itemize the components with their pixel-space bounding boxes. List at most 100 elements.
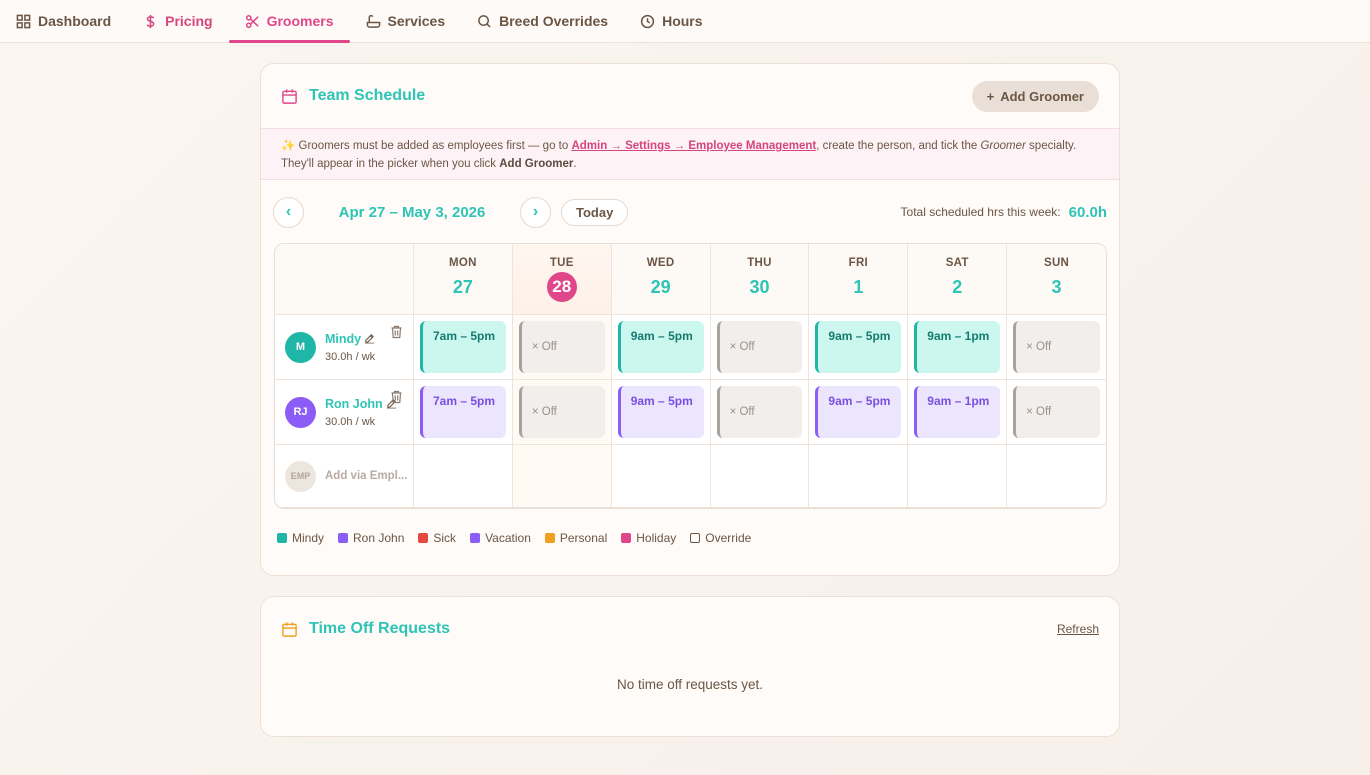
legend-swatch — [418, 533, 429, 543]
tab-services[interactable]: Services — [350, 0, 462, 42]
shift-cell[interactable]: 9am – 5pm — [611, 315, 711, 380]
shift-cell[interactable]: × Off — [512, 380, 612, 445]
prev-week-button[interactable]: ‹ — [273, 196, 304, 228]
off-block[interactable]: × Off — [1013, 386, 1100, 438]
refresh-link[interactable]: Refresh — [1056, 622, 1099, 636]
empty-cell — [611, 445, 711, 508]
shift-block[interactable]: 9am – 1pm — [914, 321, 1001, 373]
tab-label: Services — [387, 13, 446, 29]
shift-cell[interactable]: 9am – 5pm — [809, 315, 909, 380]
plus-icon: + — [986, 88, 995, 104]
legend-item: Sick — [418, 531, 456, 545]
tab-label: Groomers — [266, 13, 334, 29]
shift-cell[interactable]: 9am – 1pm — [908, 380, 1008, 445]
notice-text: Groomers must be added as employees firs… — [295, 140, 572, 152]
empty-cell — [710, 445, 810, 508]
tab-label: Pricing — [165, 13, 213, 29]
trash-icon[interactable] — [390, 390, 403, 404]
day-header: MON 27 — [414, 244, 513, 315]
tab-pricing[interactable]: Pricing — [127, 0, 228, 42]
shift-cell[interactable]: 9am – 5pm — [809, 380, 909, 445]
day-header: FRI 1 — [809, 244, 909, 315]
legend-label: Vacation — [485, 531, 531, 545]
grid-icon — [16, 14, 31, 28]
tab-dashboard[interactable]: Dashboard — [0, 0, 127, 42]
tab-hours[interactable]: Hours — [624, 0, 718, 42]
legend-swatch — [277, 533, 287, 543]
notice-text: . — [573, 158, 577, 170]
day-number: 2 — [952, 277, 963, 297]
shift-block[interactable]: 9am – 5pm — [617, 321, 704, 373]
chevron-right-icon: › — [532, 203, 539, 220]
total-hours-label: Total scheduled hrs this week: — [900, 205, 1061, 219]
empty-cell — [414, 445, 513, 508]
today-button[interactable]: Today — [561, 198, 629, 226]
tab-groomers[interactable]: Groomers — [228, 0, 350, 43]
tab-label: Breed Overrides — [499, 13, 609, 29]
add-groomer-button[interactable]: + Add Groomer — [971, 80, 1099, 112]
day-of-week: WED — [646, 256, 675, 269]
shift-cell[interactable]: × Off — [1007, 380, 1106, 445]
scissors-icon — [245, 14, 259, 28]
legend-swatch — [470, 533, 481, 543]
groomer-name[interactable]: Mindy — [325, 332, 375, 346]
legend: Mindy Ron John Sick Vacation Personal Ho… — [277, 531, 751, 545]
trash-icon[interactable] — [390, 325, 403, 339]
employee-management-link[interactable]: Admin → Settings → Employee Management — [571, 140, 817, 152]
notice-button-ref: Add Groomer — [499, 158, 574, 170]
shift-cell[interactable]: × Off — [1007, 315, 1106, 380]
shift-cell[interactable]: 9am – 1pm — [908, 315, 1008, 380]
day-number: 1 — [853, 277, 864, 297]
day-header: SUN 3 — [1007, 244, 1106, 315]
add-groomer-label: Add Groomer — [1000, 88, 1084, 104]
day-of-week: FRI — [848, 256, 869, 269]
chevron-left-icon: ‹ — [285, 203, 292, 220]
add-via-employee-row[interactable]: EMP Add via Empl... — [275, 445, 414, 508]
off-block[interactable]: × Off — [716, 386, 803, 438]
day-of-week: SAT — [945, 256, 969, 269]
edit-icon[interactable] — [364, 333, 375, 344]
legend-label: Ron John — [353, 531, 405, 545]
off-block[interactable]: × Off — [518, 321, 605, 373]
day-header-today: TUE 28 — [512, 244, 612, 315]
day-of-week: TUE — [549, 256, 574, 269]
day-number: 29 — [650, 277, 671, 297]
shift-block[interactable]: 7am – 5pm — [420, 386, 506, 438]
shift-cell[interactable]: 7am – 5pm — [414, 380, 513, 445]
shift-block[interactable]: 9am – 5pm — [617, 386, 704, 438]
day-of-week: THU — [747, 256, 772, 269]
emp-avatar: EMP — [285, 460, 316, 492]
notice-text: , create the person, and tick the — [816, 140, 981, 152]
clock-icon — [640, 14, 655, 28]
legend-item: Ron John — [338, 531, 404, 545]
shift-block[interactable]: 9am – 5pm — [815, 386, 902, 438]
groomer-name[interactable]: Ron John — [325, 397, 397, 411]
legend-label: Mindy — [292, 531, 325, 545]
tab-breed-overrides[interactable]: Breed Overrides — [461, 0, 624, 42]
shift-block[interactable]: 7am – 5pm — [420, 321, 506, 373]
time-off-card: Time Off Requests Refresh No time off re… — [260, 596, 1120, 737]
shift-block[interactable]: 9am – 5pm — [815, 321, 902, 373]
total-hours: Total scheduled hrs this week: 60.0h — [901, 204, 1107, 221]
shift-cell[interactable]: × Off — [710, 315, 810, 380]
legend-label: Holiday — [636, 531, 677, 545]
off-block[interactable]: × Off — [716, 321, 803, 373]
time-off-header: Time Off Requests Refresh — [261, 597, 1119, 661]
shift-cell[interactable]: × Off — [512, 315, 612, 380]
legend-swatch — [544, 533, 555, 543]
shift-block[interactable]: 9am – 1pm — [914, 386, 1001, 438]
shift-cell[interactable]: 9am – 5pm — [611, 380, 711, 445]
off-block[interactable]: × Off — [1013, 321, 1100, 373]
shift-cell[interactable]: × Off — [710, 380, 810, 445]
groomer-name-text: Mindy — [325, 331, 362, 346]
shift-cell[interactable]: 7am – 5pm — [414, 315, 513, 380]
day-header: WED 29 — [611, 244, 711, 315]
legend-swatch — [690, 533, 701, 543]
off-block[interactable]: × Off — [518, 386, 605, 438]
week-range: Apr 27 – May 3, 2026 — [338, 203, 486, 221]
day-number-today: 28 — [546, 271, 577, 302]
legend-swatch — [621, 533, 632, 543]
legend-item: Holiday — [621, 531, 676, 545]
schedule-grid: MON 27 TUE 28 WED 29 THU 30 FRI 1 SAT 2 SUN 3 M… — [274, 243, 1107, 509]
next-week-button[interactable]: › — [520, 196, 551, 228]
